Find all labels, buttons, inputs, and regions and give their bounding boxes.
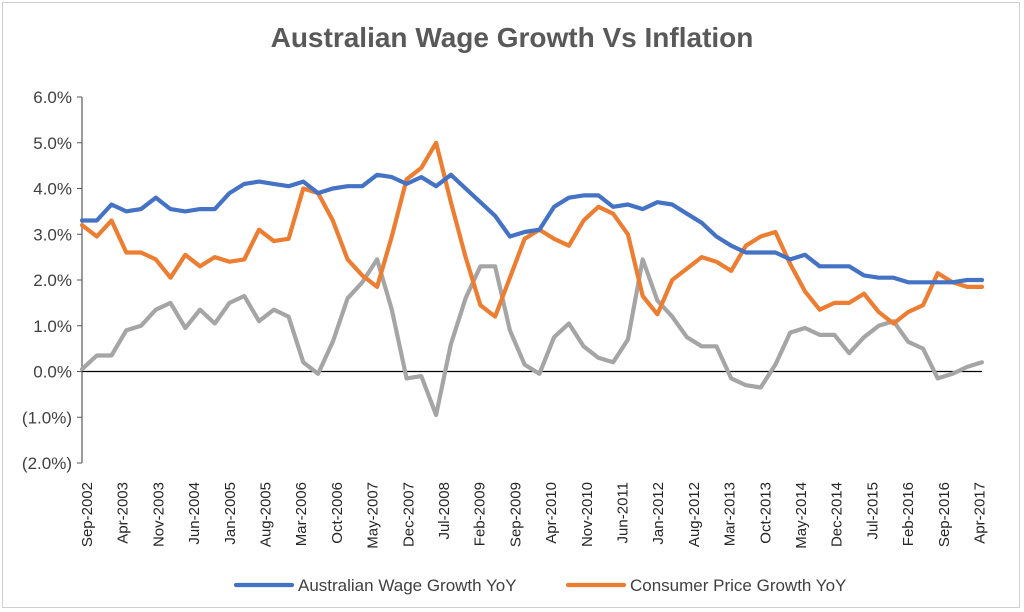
y-tick-label: 1.0% — [33, 317, 72, 336]
legend: Australian Wage Growth YoY Consumer Price… — [233, 576, 846, 595]
x-tick-label: Jun-2004 — [186, 482, 203, 545]
x-tick-label: Jul-2008 — [436, 482, 453, 540]
x-tick-label: May-2007 — [365, 482, 382, 549]
x-tick-label: Nov-2010 — [579, 482, 596, 547]
x-tick-label: Oct-2006 — [329, 482, 346, 544]
x-tick-label: Oct-2013 — [757, 482, 774, 544]
x-tick-label: Apr-2017 — [972, 482, 989, 544]
x-tick-label: Apr-2003 — [115, 482, 132, 544]
y-tick-label: 2.0% — [33, 271, 72, 290]
y-tick-label: 6.0% — [33, 88, 72, 107]
series-line-2 — [79, 257, 985, 418]
x-tick-label: May-2014 — [793, 482, 810, 549]
x-tick-label: Feb-2016 — [900, 482, 917, 546]
x-tick-label: Nov-2003 — [150, 482, 167, 547]
x-tick-label: Mar-2006 — [293, 482, 310, 546]
legend-label: Australian Wage Growth YoY — [298, 576, 517, 595]
x-tick-label: Dec-2007 — [400, 482, 417, 547]
series-line-0 — [79, 172, 985, 285]
y-tick-label: 4.0% — [33, 180, 72, 199]
x-tick-label: Jul-2015 — [864, 482, 881, 540]
x-tick-label: Mar-2013 — [722, 482, 739, 546]
y-tick-label: (1.0%) — [22, 408, 72, 427]
series-line-1 — [79, 140, 985, 326]
x-tick-label: Jan-2012 — [650, 482, 667, 545]
y-tick-label: 0.0% — [33, 363, 72, 382]
x-tick-label: Jan-2005 — [222, 482, 239, 545]
x-tick-label: Jun-2011 — [615, 482, 632, 543]
x-tick-label: Aug-2012 — [686, 482, 703, 547]
y-tick-label: 3.0% — [33, 225, 72, 244]
legend-label: Consumer Price Growth YoY — [630, 576, 846, 595]
y-tick-label: 5.0% — [33, 134, 72, 153]
x-tick-label: Aug-2005 — [258, 482, 275, 547]
x-tick-label: Apr-2010 — [543, 482, 560, 544]
x-tick-label: Dec-2014 — [829, 482, 846, 547]
y-axis: 6.0% 5.0% 4.0% 3.0% 2.0% 1.0% 0.0% (1.0%) (2.0%) — [22, 88, 83, 473]
series-lines — [79, 140, 985, 418]
x-tick-label: Sep-2009 — [507, 482, 524, 547]
x-tick-label: Feb-2009 — [472, 482, 489, 546]
x-tick-label: Sep-2016 — [936, 482, 953, 547]
y-tick-label: (2.0%) — [22, 454, 72, 473]
chart-title: Australian Wage Growth Vs Inflation — [270, 22, 754, 53]
x-axis: Sep-2002 Apr-2003 Nov-2003 Jun-2004 Jan-2005… — [79, 370, 989, 549]
x-tick-label: Sep-2002 — [79, 482, 96, 547]
